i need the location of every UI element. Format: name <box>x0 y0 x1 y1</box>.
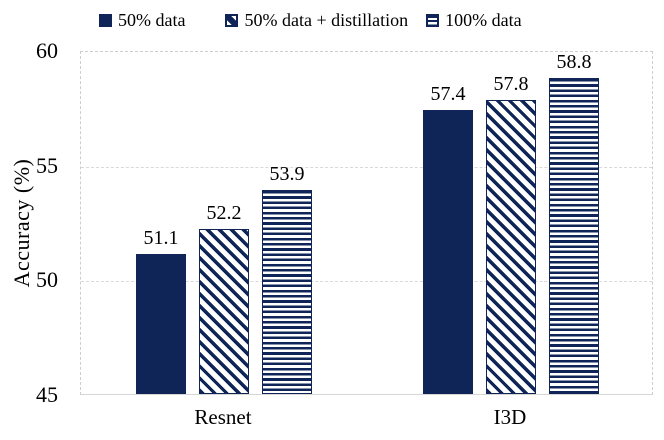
legend-swatch-solid-icon <box>99 13 112 27</box>
y-tick-label: 45 <box>36 382 58 407</box>
gridline <box>81 281 652 283</box>
bar-value-label: 58.8 <box>556 50 592 73</box>
legend-label: 50% data <box>118 10 186 30</box>
bar-I3D-horizontal-hatch <box>549 77 599 394</box>
bar-value-label: 52.2 <box>206 201 242 224</box>
bar-value-label: 51.1 <box>143 227 179 250</box>
bar-I3D-solid <box>423 109 473 394</box>
bar-value-label: 57.4 <box>430 82 466 105</box>
bar-I3D-diagonal-hatch <box>486 100 536 394</box>
legend-item: 100% data <box>426 10 522 30</box>
legend-item: 50% data <box>99 10 185 30</box>
plot-area: 51.1 52.2 53.9 57.4 57.8 58.8 <box>80 51 653 395</box>
y-tick-label: 50 <box>36 267 58 293</box>
legend-swatch-diagonal-hatch-icon <box>225 13 239 27</box>
legend-label: 50% data + distillation <box>244 10 409 30</box>
category-label-Resnet: Resnet <box>194 405 252 429</box>
legend-label: 100% data <box>445 10 522 30</box>
bar-Resnet-horizontal-hatch <box>262 189 312 394</box>
legend-item: 50% data + distillation <box>225 10 408 30</box>
bar-Resnet-diagonal-hatch <box>199 228 249 394</box>
bar-Resnet-solid <box>136 254 186 394</box>
y-tick-label: 55 <box>36 152 58 178</box>
gridline <box>81 166 652 168</box>
y-tick-label: 60 <box>36 38 58 63</box>
category-label-I3D: I3D <box>493 405 527 429</box>
legend: 50% data 50% data + distillation 100% data <box>99 10 522 30</box>
bar-value-label: 53.9 <box>269 162 305 185</box>
legend-swatch-horizontal-hatch-icon <box>426 13 440 27</box>
bar-value-label: 57.8 <box>493 73 529 96</box>
